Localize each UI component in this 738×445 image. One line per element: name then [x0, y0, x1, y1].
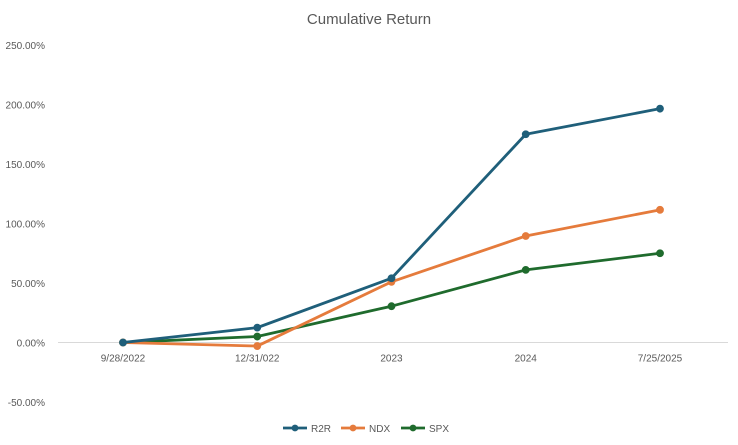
legend-item-r2r: R2R: [283, 424, 331, 435]
data-point-r2r: [387, 274, 396, 283]
chart-title: Cumulative Return: [307, 11, 431, 28]
data-point-r2r: [656, 104, 664, 113]
legend-swatch-marker: [291, 424, 299, 432]
data-point-spx: [387, 302, 396, 311]
x-tick-label: 12/31/022: [235, 354, 280, 365]
x-tick-label: 7/25/2025: [638, 354, 683, 365]
data-point-spx: [656, 249, 664, 258]
data-point-r2r: [521, 130, 530, 139]
series-r2r: [119, 104, 664, 347]
y-tick-label: 250.00%: [6, 41, 46, 52]
chart-legend: R2R NDX SPX: [283, 424, 449, 435]
legend-label: R2R: [311, 424, 331, 435]
legend-label: SPX: [429, 424, 449, 435]
legend-label: NDX: [369, 424, 390, 435]
data-point-r2r: [119, 338, 127, 347]
data-point-ndx: [253, 342, 262, 350]
y-tick-label: 0.00%: [17, 339, 45, 350]
y-tick-label: 150.00%: [6, 160, 46, 171]
legend-item-ndx: NDX: [341, 424, 390, 435]
legend-swatch-marker: [409, 424, 417, 432]
y-tick-labels: -50.00% 0.00% 50.00% 100.00% 150.00% 200.00% 2…: [6, 41, 46, 409]
data-point-ndx: [656, 205, 664, 214]
x-tick-labels: 9/28/2022 12/31/022 2023 2024 7/25/2025: [101, 354, 683, 365]
legend-swatch-marker: [349, 424, 357, 432]
y-tick-label: 50.00%: [11, 279, 45, 290]
data-point-ndx: [521, 232, 530, 240]
data-point-r2r: [253, 323, 262, 332]
data-point-spx: [253, 332, 262, 341]
x-tick-label: 2024: [515, 354, 538, 365]
series-line-spx: [121, 251, 662, 344]
data-point-spx: [521, 266, 530, 274]
y-tick-label: 200.00%: [6, 101, 46, 112]
x-tick-label: 2023: [380, 354, 403, 365]
legend-item-spx: SPX: [401, 424, 449, 435]
y-tick-label: -50.00%: [8, 398, 45, 409]
series-spx: [119, 249, 664, 347]
series-lines: [119, 104, 664, 350]
y-tick-label: 100.00%: [6, 220, 46, 231]
x-tick-label: 9/28/2022: [101, 354, 146, 365]
